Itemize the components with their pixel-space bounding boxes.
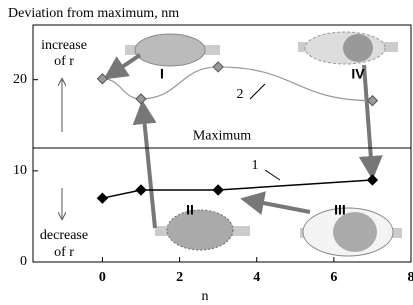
x-tick-label: 2 — [176, 270, 183, 285]
annotation: III — [334, 202, 346, 218]
data-point — [213, 62, 223, 72]
y-tick-label: 10 — [13, 163, 27, 178]
data-point — [97, 74, 107, 84]
data-point — [367, 175, 377, 185]
chart-title: Deviation from maximum, nm — [8, 6, 179, 21]
series-label: 1 — [252, 158, 259, 173]
data-point — [136, 94, 146, 104]
data-point — [97, 193, 107, 203]
y-tick-label: 0 — [20, 254, 27, 269]
label-leader — [250, 84, 265, 99]
x-tick-label: 8 — [408, 270, 413, 285]
x-tick-label: 4 — [253, 270, 260, 285]
annotation: II — [186, 202, 194, 218]
annotation: IV — [351, 66, 365, 82]
series-label: 2 — [237, 87, 244, 102]
annotation: increase — [41, 38, 87, 53]
annotation: I — [160, 66, 164, 82]
data-point — [136, 185, 146, 195]
y-tick-label: 20 — [13, 72, 27, 87]
annotation: decrease — [40, 228, 88, 243]
data-point — [213, 185, 223, 195]
x-tick-label: 0 — [99, 270, 106, 285]
label-leader — [265, 170, 280, 180]
annotation: of r — [54, 54, 74, 69]
x-axis-label: n — [202, 289, 209, 304]
chart: Deviation from maximum, nm n 0 10 20 0 2 4 6 8 M… — [0, 0, 413, 305]
reference-label: Maximum — [193, 128, 251, 143]
annotation: of r — [54, 245, 74, 260]
x-tick-label: 6 — [330, 270, 337, 285]
